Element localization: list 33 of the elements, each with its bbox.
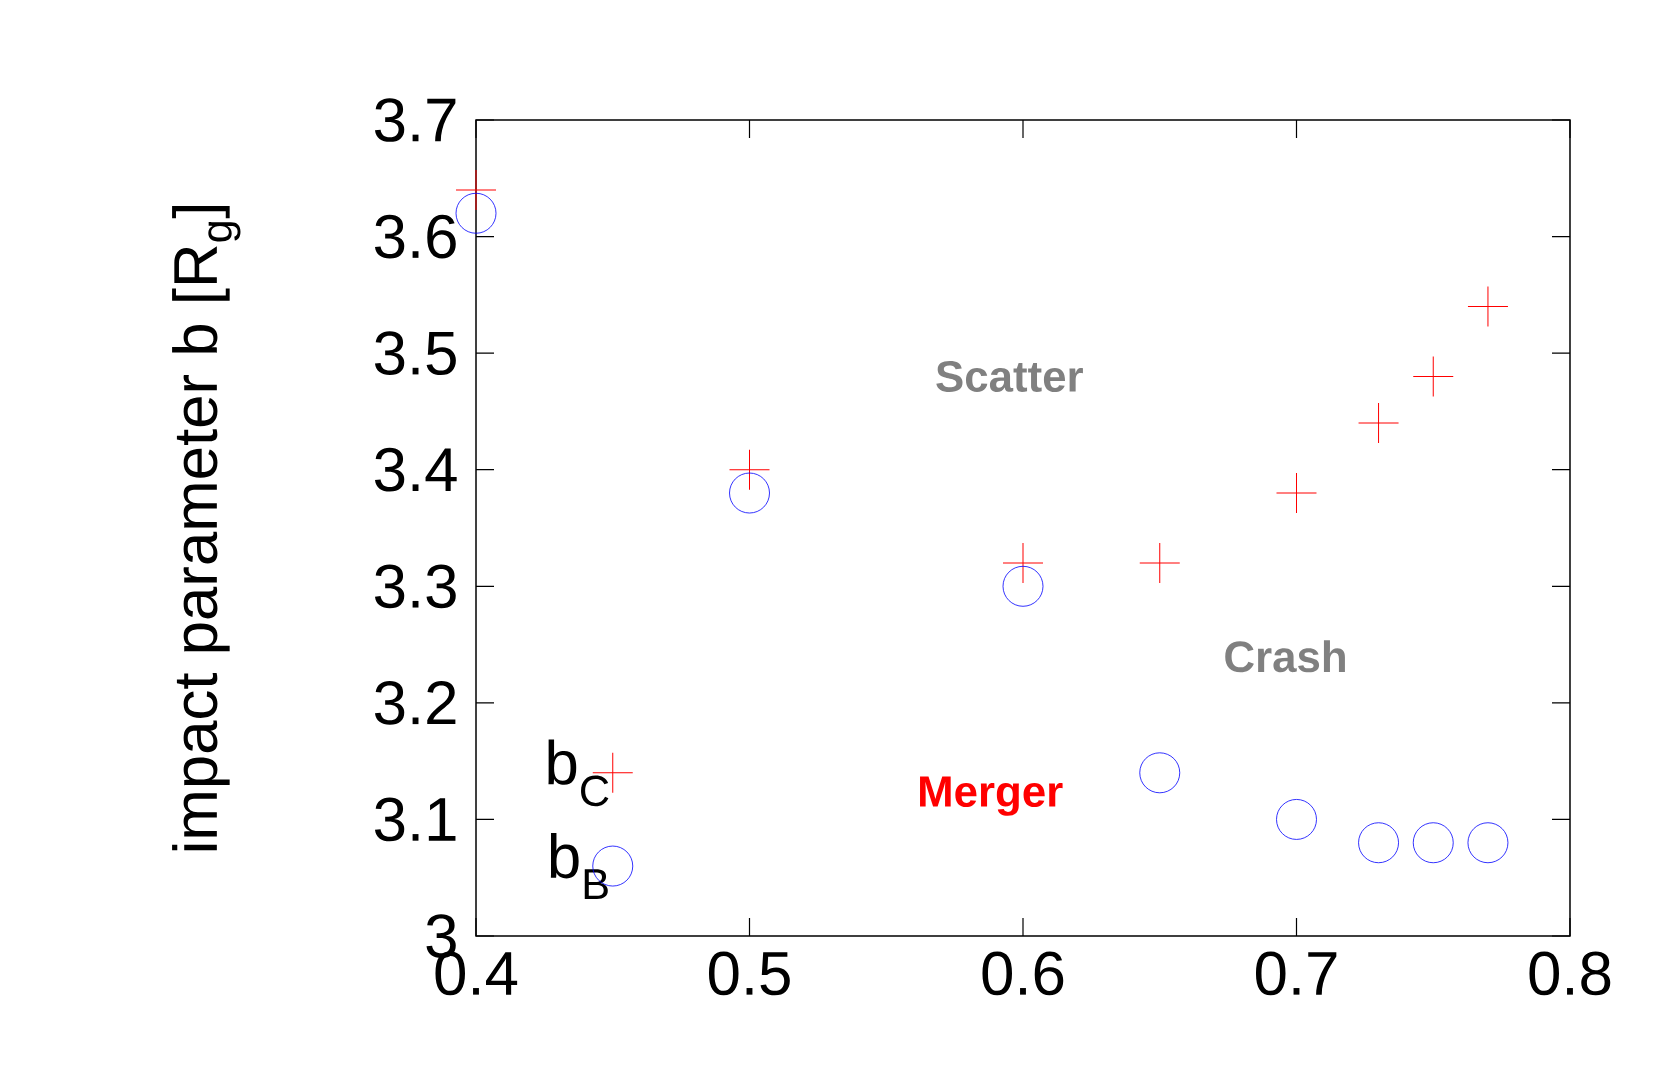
annotation: Scatter — [936, 360, 1083, 392]
point — [1276, 473, 1317, 514]
y-tick-label: 3.1 — [374, 797, 456, 842]
x-tick-label: 0.6 — [982, 951, 1064, 996]
y-axis-title: impact parameter b [R$_{g}$] — [172, 206, 241, 851]
point — [1412, 822, 1454, 864]
y-tick-label: 3.3 — [374, 564, 456, 609]
point — [1467, 286, 1508, 327]
point — [1358, 822, 1399, 864]
point — [729, 472, 770, 514]
y-tick-label: 3.4 — [374, 447, 457, 492]
annotation: Crash — [1225, 640, 1345, 673]
point — [1467, 822, 1509, 864]
point — [1002, 565, 1044, 607]
x-tick-label: 0.8 — [1529, 951, 1611, 996]
y-tick-label: 3.5 — [374, 331, 456, 376]
y-tick-label: 3.2 — [374, 680, 456, 725]
x-tick-label: 0.5 — [708, 951, 790, 996]
point — [456, 169, 496, 210]
point — [729, 449, 770, 490]
series-label: b$_{C}$ — [548, 739, 609, 807]
y-tick-label: 3.6 — [374, 214, 456, 259]
point — [1139, 752, 1181, 794]
y-tick-label: 3.7 — [374, 98, 456, 142]
point — [1358, 403, 1399, 444]
point — [1003, 542, 1043, 583]
point — [1413, 356, 1454, 397]
point — [1276, 799, 1317, 840]
legend-label: b$_{B}$ — [550, 833, 608, 900]
annotation: Merger — [920, 776, 1063, 816]
point — [1139, 542, 1180, 583]
point — [455, 192, 497, 234]
x-tick-label: 0.7 — [1255, 951, 1337, 996]
